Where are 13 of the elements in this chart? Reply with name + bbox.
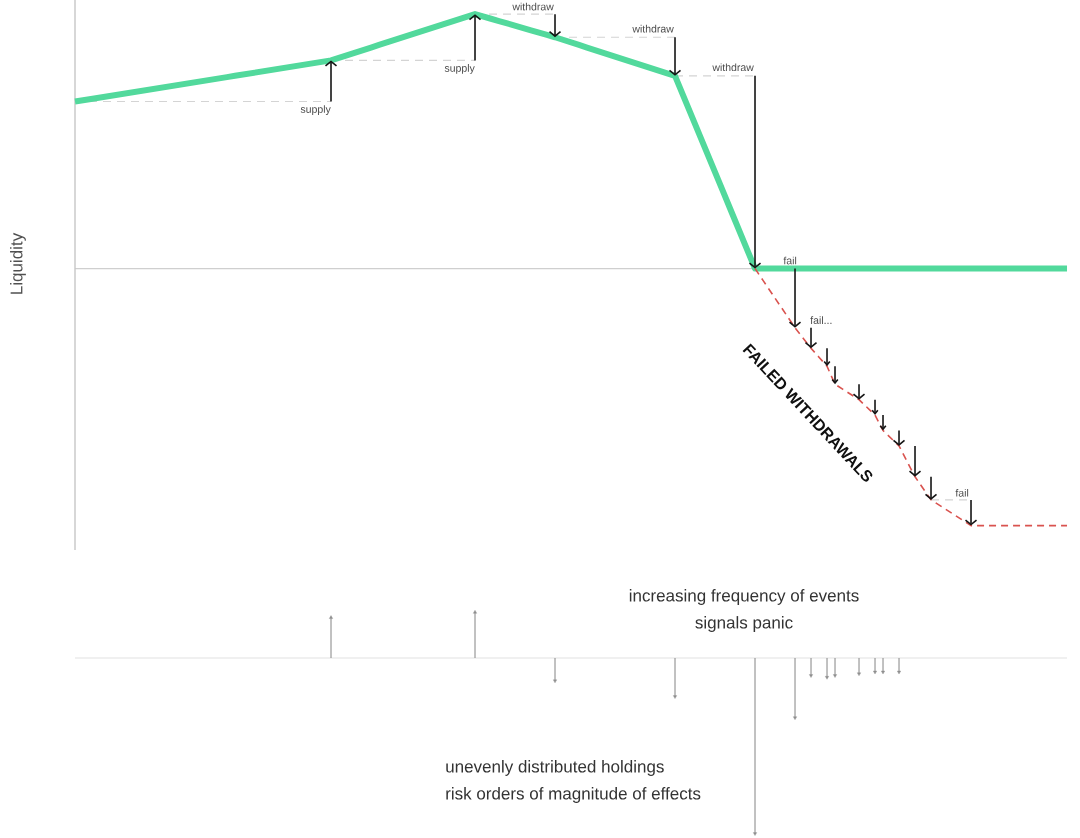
annotation: withdraw <box>712 63 754 72</box>
annotation: signals panic <box>695 616 793 632</box>
text: increasing frequency of events <box>629 589 859 605</box>
text: withdraw <box>512 2 554 11</box>
annotation: risk orders of magnitude of effects <box>446 787 701 803</box>
annotation: supply <box>444 64 475 74</box>
annotation: unevenly distributed holdings <box>446 760 664 776</box>
annotation: supply <box>300 105 331 115</box>
annotation: fail <box>783 256 797 265</box>
annotation: withdraw <box>632 24 674 33</box>
annotation: fail <box>955 488 969 497</box>
y-axis-title: Liquidity <box>10 232 26 294</box>
annotation: fail... <box>810 316 832 324</box>
